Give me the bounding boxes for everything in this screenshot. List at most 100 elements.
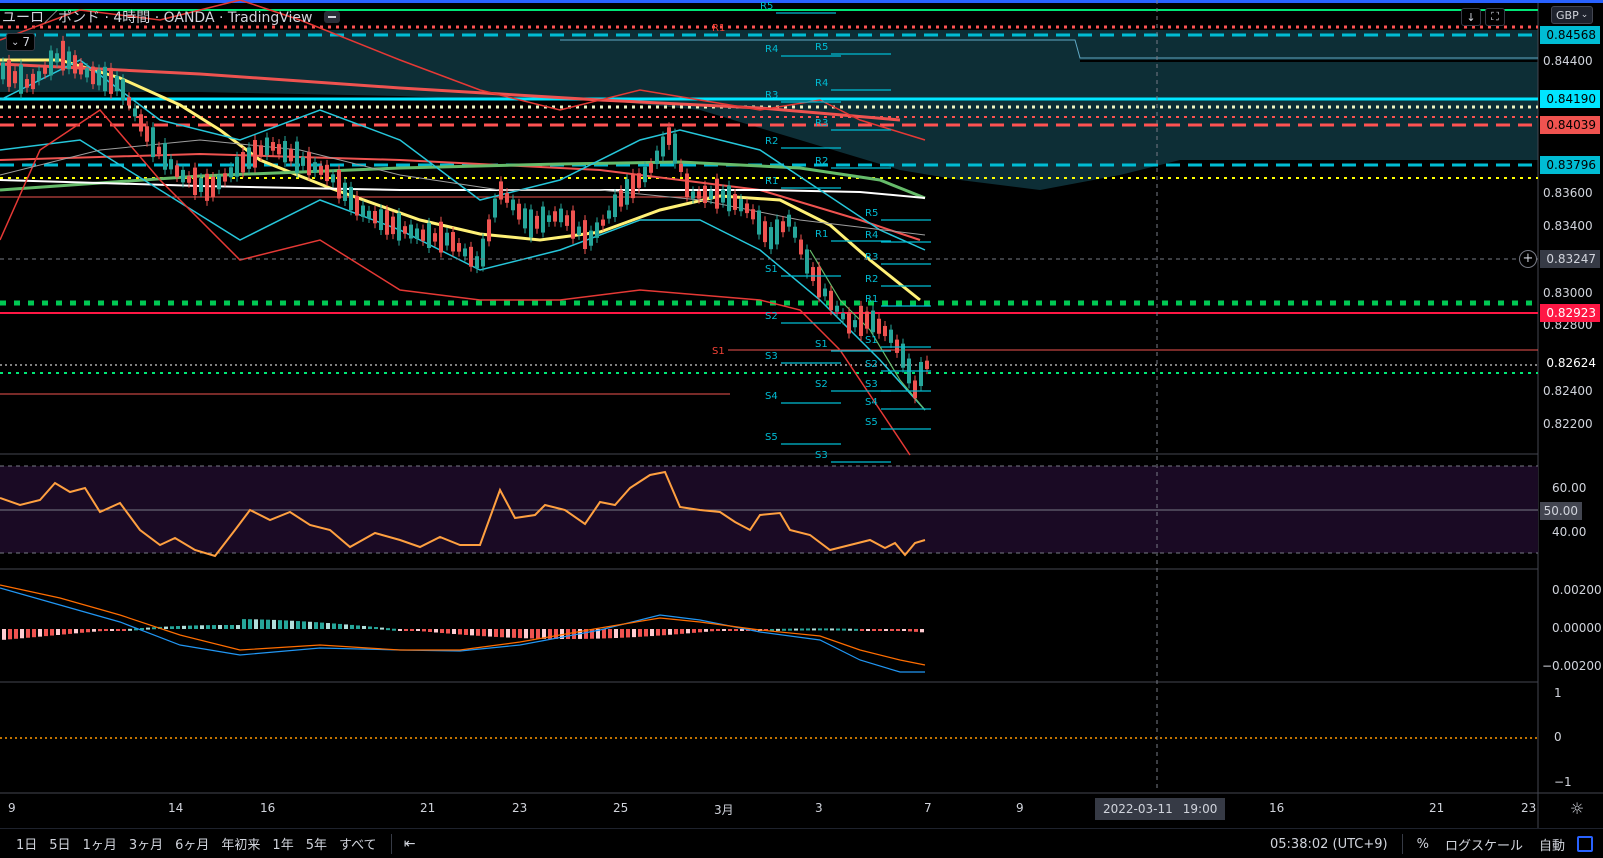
maximize-icon[interactable]: ⛶ (1485, 8, 1505, 26)
hide-legend-button[interactable] (324, 11, 341, 23)
candle-body (817, 266, 821, 298)
pivot-label: S4 (865, 397, 878, 408)
macd-histogram-bar (440, 629, 444, 634)
divider (1401, 834, 1403, 854)
percent-scale-toggle[interactable]: % (1416, 836, 1429, 852)
timeframe-button[interactable]: 年初来 (221, 838, 261, 853)
macd-histogram-bar (122, 629, 126, 631)
settings-gear-icon[interactable]: ☼ (1569, 799, 1585, 818)
timeframe-button[interactable]: 5日 (49, 838, 71, 853)
download-icon[interactable]: ↓ (1461, 8, 1481, 26)
pivot-label: R5 (760, 1, 773, 12)
currency-selector[interactable]: GBP ⌄ (1551, 6, 1594, 24)
price-tag: 0.82923 (1540, 304, 1600, 322)
log-scale-toggle[interactable]: ログスケール (1444, 838, 1523, 854)
candle-body (655, 150, 659, 165)
timeframe-button[interactable]: すべて (338, 838, 377, 853)
candle-body (313, 162, 317, 173)
candle-body (67, 51, 71, 70)
candle-body (127, 97, 131, 106)
price-tag: 0.82624 (1540, 354, 1600, 372)
candle-body (499, 181, 503, 200)
timeframe-button[interactable]: 3ヶ月 (128, 838, 164, 853)
candle-body (613, 194, 617, 218)
candle-body (547, 215, 551, 222)
candle-body (349, 186, 353, 211)
pivot-label: S1 (815, 339, 828, 350)
macd-histogram-bar (488, 629, 492, 637)
timeframe-button[interactable]: 6ヶ月 (175, 838, 210, 853)
macd-histogram-bar (254, 619, 258, 629)
macd-histogram-bar (710, 629, 714, 632)
macd-histogram-bar (74, 629, 78, 634)
pivot-label: S2 (765, 311, 778, 322)
macd-histogram-bar (554, 629, 558, 639)
crosshair-date: 2022-03-11 (1103, 802, 1173, 816)
add-alert-icon[interactable]: + (1519, 250, 1537, 268)
time-tick-label: 16 (1269, 801, 1285, 815)
macd-histogram-bar (620, 629, 624, 638)
price-tick-label: 0.83600 (1543, 186, 1593, 200)
pivot-label: S3 (765, 351, 778, 362)
candle-body (295, 141, 299, 173)
macd-histogram-bar (890, 629, 894, 631)
candle-body (541, 206, 545, 233)
pivot-label: R1 (865, 294, 878, 305)
candle-body (727, 185, 731, 212)
candle-body (577, 226, 581, 235)
candle-body (619, 190, 623, 207)
auto-scale-toggle[interactable]: 自動 (1538, 838, 1565, 854)
date-range-icon[interactable]: ⇤ (403, 835, 416, 852)
candle-body (337, 170, 341, 199)
clock-display[interactable]: 05:38:02 (UTC+9) (1270, 836, 1388, 852)
pivot-label: R1 (765, 176, 778, 187)
fullscreen-icon[interactable] (1577, 836, 1593, 852)
macd-histogram-bar (98, 629, 102, 632)
rsi-tick-label: 40.00 (1552, 525, 1587, 539)
candle-body (73, 55, 77, 74)
candle-body (517, 203, 521, 220)
chart-title: ユーロ／ポンド · 4時間 · OANDA · TradingView (2, 10, 313, 26)
candle-body (763, 221, 767, 243)
candle-body (193, 167, 197, 196)
candle-body (685, 173, 689, 197)
candle-body (187, 176, 191, 183)
candle-body (97, 69, 101, 86)
rsi-line (0, 470, 926, 558)
macd-histogram-bar (824, 628, 828, 631)
macd-histogram-bar (14, 629, 18, 639)
bottom-toolbar: 1日 5日 1ヶ月 3ヶ月 6ヶ月 年初来 1年 5年 すべて ⇤ 05:38:02 (UTC+… (0, 828, 1603, 858)
macd-histogram-bar (260, 619, 264, 629)
macd-histogram-bar (542, 629, 546, 639)
candle-body (493, 198, 497, 218)
timeframe-button[interactable]: 1ヶ月 (82, 838, 117, 853)
candle-body (355, 195, 359, 216)
moving-average-green (0, 160, 926, 200)
candle-body (709, 190, 713, 200)
candle-body (565, 215, 569, 226)
osc-tick-label: −1 (1554, 775, 1572, 789)
candle-body (301, 156, 305, 166)
timeframe-button[interactable]: 1年 (272, 838, 294, 853)
candle-body (583, 220, 587, 250)
macd-signal-line (0, 584, 926, 666)
candle-body (241, 152, 245, 173)
timeframe-button[interactable]: 5年 (305, 838, 327, 853)
timeframe-button[interactable]: 1日 (16, 838, 38, 853)
macd-histogram-bar (464, 629, 468, 635)
macd-histogram-bar (38, 629, 42, 637)
rsi-midline-tag: 50.00 (1540, 502, 1582, 520)
candle-body (883, 325, 887, 337)
macd-histogram-bar (848, 628, 852, 631)
macd-histogram-bar (110, 629, 114, 631)
candle-body (391, 216, 395, 235)
candle-body (469, 246, 473, 267)
candle-body (283, 141, 287, 163)
candle-body (811, 267, 815, 282)
macd-histogram-bar (884, 629, 888, 631)
macd-histogram-bar (854, 628, 858, 631)
macd-histogram-bar (128, 628, 132, 631)
indicators-collapse-button[interactable]: ⌄ 7 (6, 33, 36, 51)
candle-body (637, 173, 641, 188)
